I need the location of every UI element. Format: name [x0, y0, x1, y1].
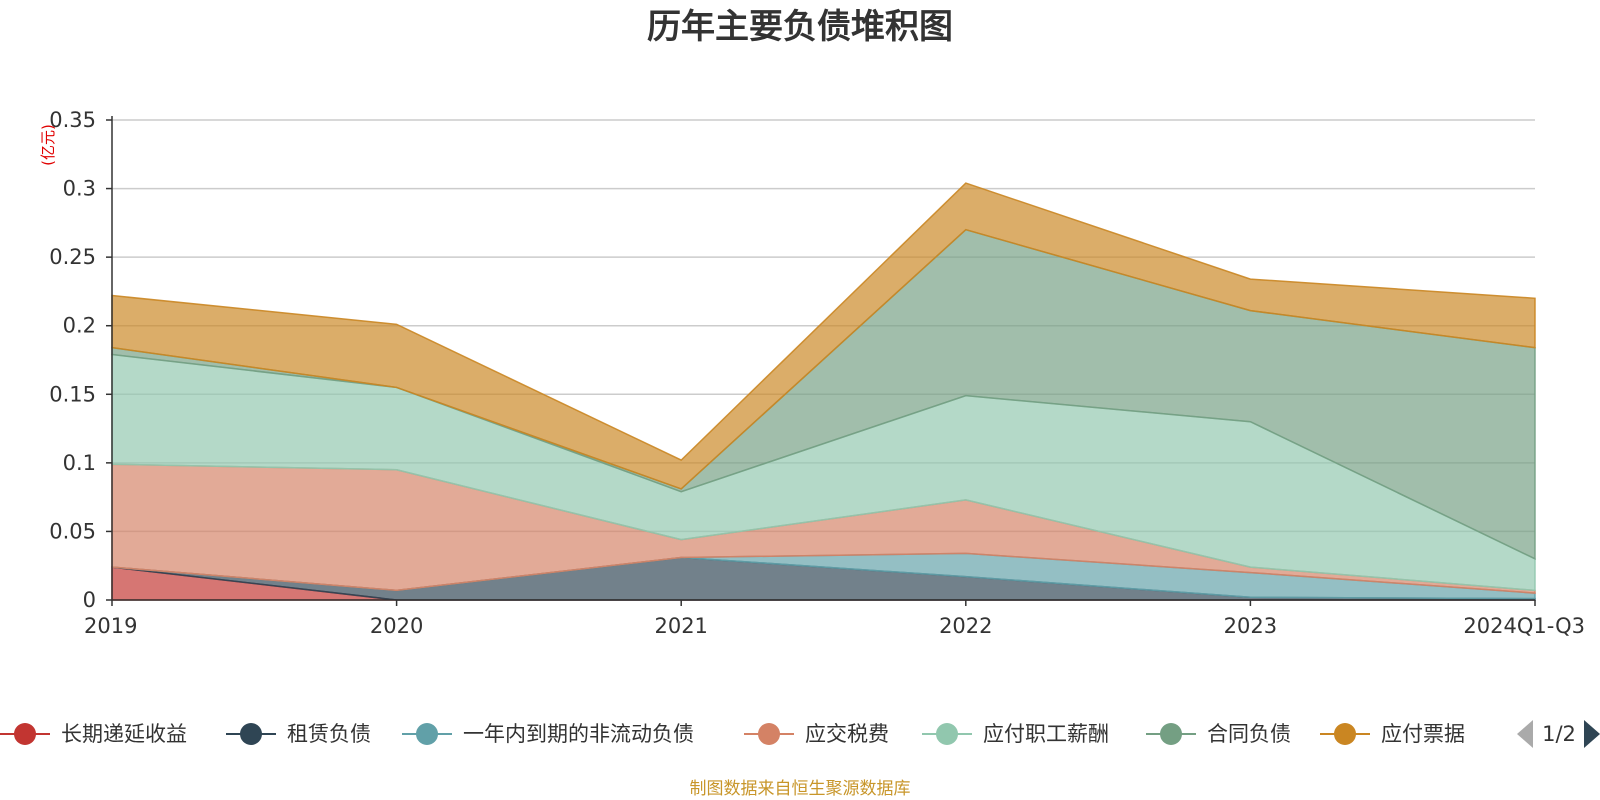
axes: 0 0.05 0.1 0.15 0.2 0.25 0.3 0.35 2019 2020 2021 20… — [49, 108, 1585, 638]
legend-dot-icon — [240, 723, 262, 745]
chart-title: 历年主要负债堆积图 — [647, 7, 953, 47]
x-tick-label: 2021 — [654, 614, 707, 638]
legend-item-6[interactable]: 应付票据 — [1320, 722, 1465, 746]
legend-label: 长期递延收益 — [61, 722, 187, 746]
y-tick-label: 0.15 — [49, 382, 96, 406]
legend-label: 租赁负债 — [287, 722, 371, 746]
legend-label: 应付职工薪酬 — [983, 722, 1109, 746]
y-tick-label: 0.2 — [63, 314, 96, 338]
y-tick-label: 0.1 — [63, 451, 96, 475]
stacked-areas — [111, 182, 1536, 601]
x-tick-label: 2023 — [1224, 614, 1277, 638]
y-tick-label: 0.25 — [49, 245, 96, 269]
legend-item-4[interactable]: 应付职工薪酬 — [922, 722, 1109, 746]
x-tick-label: 2024Q1-Q3 — [1463, 614, 1585, 638]
legend-prev-page-icon[interactable] — [1517, 720, 1533, 748]
y-tick-label: 0.05 — [49, 519, 96, 543]
legend-item-5[interactable]: 合同负债 — [1146, 722, 1291, 746]
legend-dot-icon — [14, 723, 36, 745]
legend-item-2[interactable]: 一年内到期的非流动负债 — [402, 722, 694, 746]
legend-label: 应付票据 — [1381, 722, 1465, 746]
legend-dot-icon — [758, 723, 780, 745]
legend-dot-icon — [1334, 723, 1356, 745]
x-tick-label: 2019 — [84, 614, 137, 638]
legend-label: 一年内到期的非流动负债 — [463, 722, 694, 746]
source-note: 制图数据来自恒生聚源数据库 — [690, 779, 911, 799]
x-tick-label: 2022 — [939, 614, 992, 638]
legend-label: 应交税费 — [805, 722, 889, 746]
legend-page-indicator: 1/2 — [1542, 722, 1576, 746]
y-unit-label: (亿元) — [39, 124, 57, 166]
legend-dot-icon — [1160, 723, 1182, 745]
legend-dot-icon — [936, 723, 958, 745]
legend-dot-icon — [416, 723, 438, 745]
area-series-6 — [111, 182, 1536, 490]
y-tick-label: 0.35 — [49, 108, 96, 132]
legend: 长期递延收益 租赁负债 一年内到期的非流动负债 应交税费 应付职工薪酬 合同负债 应付票据 1… — [0, 720, 1600, 748]
legend-item-0[interactable]: 长期递延收益 — [0, 722, 187, 746]
y-tick-label: 0.3 — [63, 177, 96, 201]
legend-label: 合同负债 — [1207, 722, 1291, 746]
legend-item-1[interactable]: 租赁负债 — [226, 722, 371, 746]
legend-next-page-icon[interactable] — [1584, 720, 1600, 748]
y-tick-label: 0 — [83, 588, 96, 612]
x-tick-label: 2020 — [370, 614, 423, 638]
legend-item-3[interactable]: 应交税费 — [744, 722, 889, 746]
